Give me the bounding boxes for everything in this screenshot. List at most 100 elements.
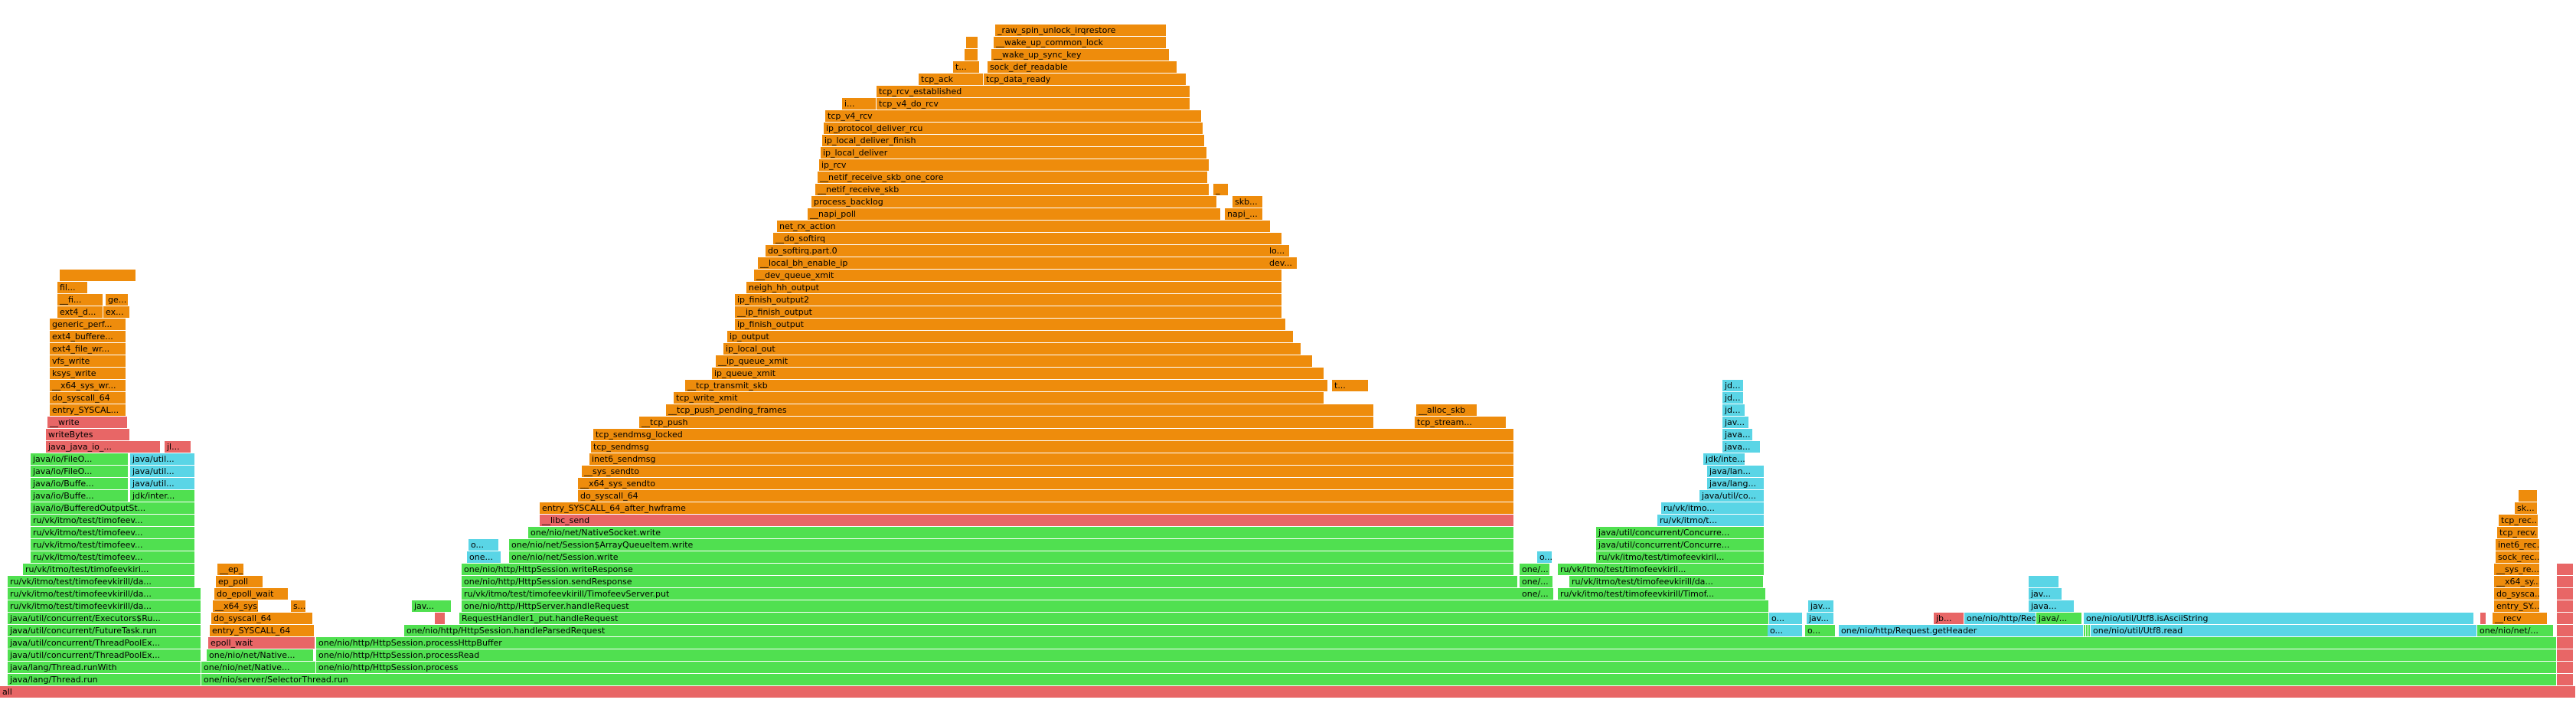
frame-bar[interactable]: [130, 453, 194, 465]
frame-bar[interactable]: [2557, 613, 2573, 624]
frame-bar[interactable]: [1416, 404, 1477, 416]
frame-bar[interactable]: [777, 221, 1270, 232]
frame-bar[interactable]: [666, 404, 1373, 416]
frame-bar[interactable]: [31, 539, 194, 551]
frame[interactable]: __ip_finish_output: [735, 306, 1281, 318]
frame-bar[interactable]: [210, 625, 314, 636]
frame[interactable]: ip_protocol_deliver_rcu: [824, 123, 1203, 134]
frame[interactable]: one/nio/util/Utf8.read: [2091, 625, 2476, 636]
frame-bar[interactable]: [1520, 576, 1552, 587]
frame-bar[interactable]: [1964, 613, 2036, 624]
frame[interactable]: [2557, 588, 2573, 600]
frame[interactable]: [965, 49, 978, 60]
frame[interactable]: tcp_ack: [919, 74, 983, 85]
frame-bar[interactable]: [469, 539, 498, 551]
frame-bar[interactable]: [685, 380, 1327, 391]
frame-bar[interactable]: [766, 245, 1281, 257]
frame[interactable]: java/io/BufferedOutputSt...: [31, 502, 194, 514]
frame[interactable]: jdk/inter...: [130, 490, 194, 502]
frame[interactable]: one/nio/net/Native...: [201, 662, 315, 673]
frame[interactable]: napi_...: [1225, 208, 1262, 220]
frame[interactable]: __dev_queue_xmit: [754, 270, 1281, 281]
frame-bar[interactable]: [2515, 502, 2537, 514]
frame[interactable]: i...: [842, 98, 876, 110]
frame[interactable]: __napi_poll: [808, 208, 1220, 220]
frame[interactable]: java/lan...: [1707, 466, 1764, 477]
frame-bar[interactable]: [994, 37, 1166, 48]
frame[interactable]: __recv: [2493, 613, 2547, 624]
frame[interactable]: [2557, 625, 2573, 636]
frame[interactable]: ru/vk/itmo/test/timofeevkirill/da...: [8, 576, 194, 587]
frame[interactable]: _: [1213, 184, 1228, 195]
frame-bar[interactable]: [57, 306, 103, 318]
frame[interactable]: do_softirq.part.0: [766, 245, 1281, 257]
frame-bar[interactable]: [1596, 551, 1764, 563]
frame[interactable]: java...: [1722, 441, 1760, 453]
frame[interactable]: ext4_file_wr...: [50, 343, 126, 355]
frame-bar[interactable]: [991, 49, 1169, 60]
frame[interactable]: one/nio/net/Session$ArrayQueueItem.write: [509, 539, 1513, 551]
frame-bar[interactable]: [1415, 417, 1506, 428]
frame-bar[interactable]: [8, 649, 201, 661]
frame-bar[interactable]: [211, 613, 312, 624]
frame-bar[interactable]: [965, 49, 978, 60]
frame[interactable]: ru/vk/itmo/test/timofeevkirill/da...: [1569, 576, 1763, 587]
frame[interactable]: [1267, 233, 1281, 244]
frame[interactable]: java/util/concurrent/Concurre...: [1596, 539, 1764, 551]
frame[interactable]: o...: [1769, 613, 1802, 624]
frame-bar[interactable]: [2494, 564, 2539, 575]
frame-bar[interactable]: [919, 74, 983, 85]
frame[interactable]: generic_perf...: [50, 319, 126, 330]
frame[interactable]: __write: [47, 417, 127, 428]
frame[interactable]: __wake_up_sync_key: [991, 49, 1169, 60]
frame[interactable]: tcp_data_ready: [984, 74, 1186, 85]
frame-bar[interactable]: [1267, 257, 1297, 269]
frame[interactable]: __tcp_transmit_skb: [685, 380, 1327, 391]
frame-bar[interactable]: [2557, 625, 2573, 636]
frame[interactable]: java...: [2029, 600, 2074, 612]
frame-bar[interactable]: [815, 184, 1209, 195]
frame-bar[interactable]: [509, 551, 1513, 563]
frame[interactable]: jav...: [2029, 588, 2062, 600]
frame[interactable]: do_syscall_64: [50, 392, 126, 404]
frame-bar[interactable]: [50, 319, 126, 330]
frame-bar[interactable]: [2477, 625, 2553, 636]
frame-bar[interactable]: [2029, 588, 2062, 600]
frame[interactable]: one/nio/net/...: [2477, 625, 2553, 636]
frame[interactable]: one/nio/http/HttpSession.process: [316, 662, 2556, 673]
frame-bar[interactable]: [842, 98, 876, 110]
frame-bar[interactable]: [31, 551, 194, 563]
frame-bar[interactable]: [578, 490, 1513, 502]
frame-bar[interactable]: [1722, 441, 1760, 453]
frame[interactable]: ru/vk/itmo/test/timofeevkirill/da...: [8, 588, 201, 600]
frame[interactable]: __netif_receive_skb_one_core: [818, 172, 1207, 183]
frame-bar[interactable]: [130, 478, 194, 489]
frame-bar[interactable]: [1707, 478, 1764, 489]
frame-bar[interactable]: [208, 637, 315, 649]
frame[interactable]: ru/vk/itmo/test/timofeev...: [31, 551, 194, 563]
frame[interactable]: java/io/FileO...: [31, 453, 128, 465]
frame-bar[interactable]: [754, 270, 1281, 281]
frame[interactable]: ru/vk/itmo/test/timofeev...: [31, 539, 194, 551]
frame[interactable]: tcp_recv...: [2497, 527, 2542, 538]
frame[interactable]: [2557, 564, 2573, 575]
frame[interactable]: __fi...: [57, 294, 103, 306]
frame[interactable]: one...: [467, 551, 501, 563]
frame-bar[interactable]: [8, 674, 201, 685]
frame-bar[interactable]: [31, 453, 128, 465]
frame-bar[interactable]: [735, 319, 1285, 330]
frame-bar[interactable]: [953, 61, 979, 73]
frame-bar[interactable]: [435, 613, 445, 624]
frame[interactable]: java/util...: [130, 453, 194, 465]
frame[interactable]: sk...: [2515, 502, 2537, 514]
frame[interactable]: one/...: [1520, 588, 1553, 600]
frame[interactable]: __tcp_push: [639, 417, 1373, 428]
frame[interactable]: jdk/inte...: [1703, 453, 1745, 465]
frame-bar[interactable]: [819, 159, 1209, 171]
frame-bar[interactable]: [8, 662, 201, 673]
frame-bar[interactable]: [712, 368, 1324, 379]
frame-bar[interactable]: [758, 257, 1281, 269]
frame[interactable]: java/util/concurrent/Concurre...: [1596, 527, 1764, 538]
frame[interactable]: java/lang...: [1707, 478, 1764, 489]
frame[interactable]: jav...: [1722, 417, 1748, 428]
